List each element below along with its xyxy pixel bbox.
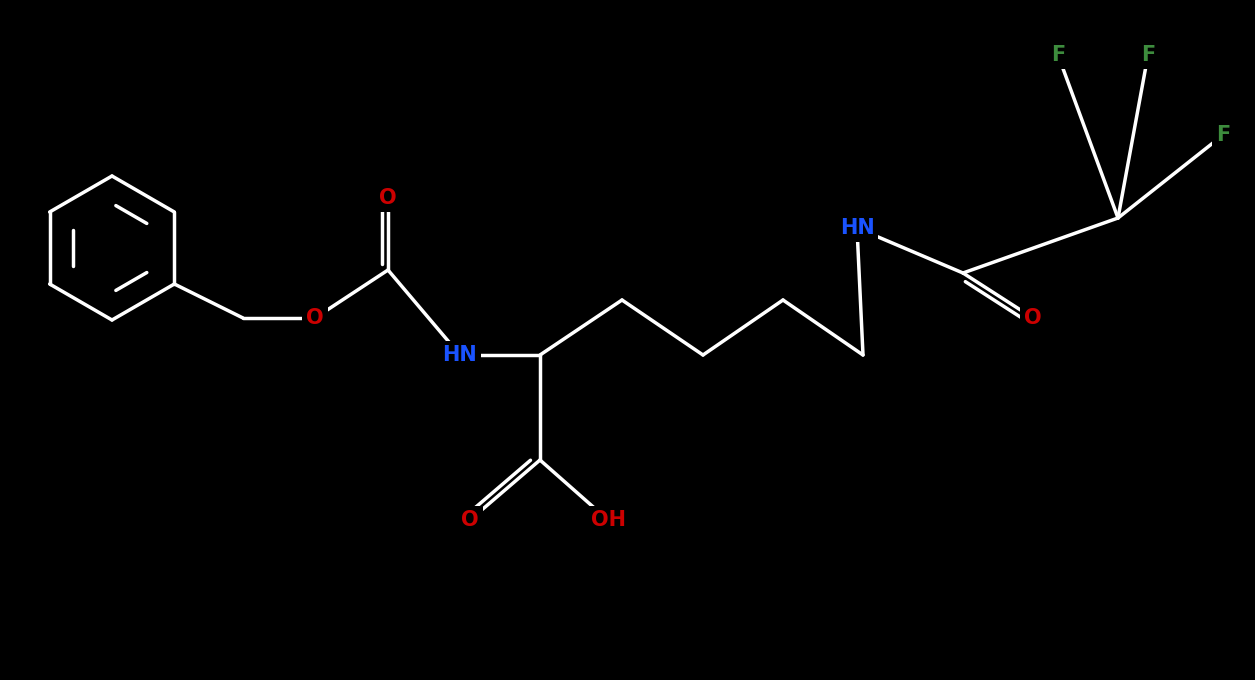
Text: OH: OH [591, 510, 625, 530]
Text: O: O [379, 188, 397, 208]
Text: F: F [1216, 125, 1230, 145]
Text: O: O [461, 510, 479, 530]
Text: F: F [1141, 45, 1155, 65]
Text: HN: HN [840, 218, 875, 238]
Text: F: F [1050, 45, 1065, 65]
Text: HN: HN [443, 345, 477, 365]
Text: O: O [1024, 308, 1042, 328]
Text: O: O [306, 308, 324, 328]
